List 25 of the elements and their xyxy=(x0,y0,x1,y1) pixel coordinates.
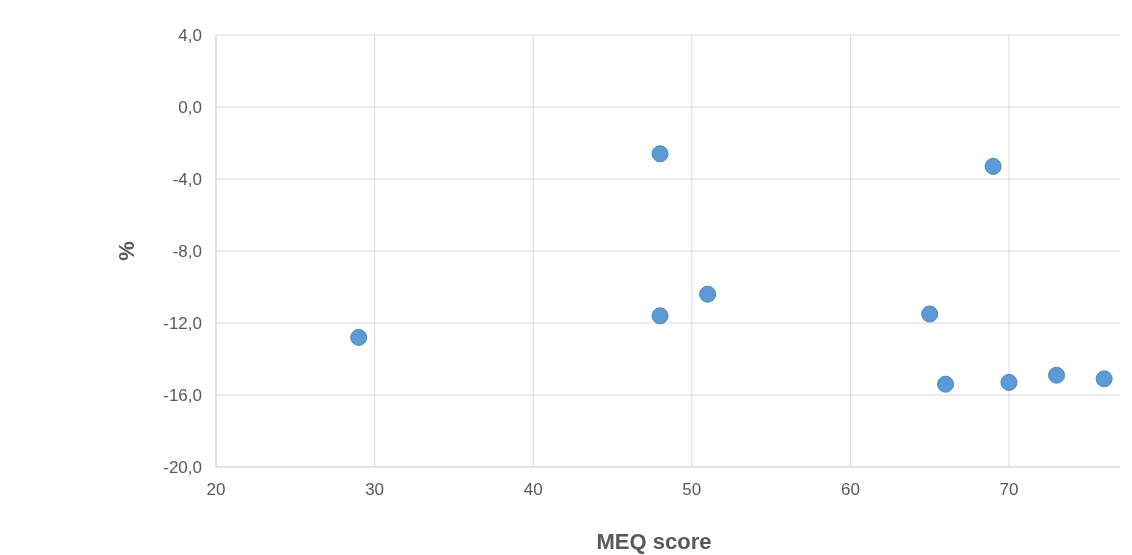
point xyxy=(1000,373,1018,391)
x-tick-label: 20 xyxy=(206,480,226,499)
point xyxy=(651,145,669,163)
point xyxy=(1095,370,1113,388)
point xyxy=(921,305,939,323)
point xyxy=(350,328,368,346)
x-tick-label: 60 xyxy=(840,480,860,499)
x-tick-label: 50 xyxy=(682,480,702,499)
y-tick-label: -8,0 xyxy=(172,242,202,261)
y-axis-title: % xyxy=(114,241,139,261)
y-tick-label: -4,0 xyxy=(172,170,202,189)
point xyxy=(1048,366,1066,384)
y-tick-label: -12,0 xyxy=(163,314,202,333)
x-axis-title: MEQ score xyxy=(596,529,712,554)
point xyxy=(937,375,955,393)
y-tick-label: -16,0 xyxy=(163,386,202,405)
point xyxy=(651,307,669,325)
x-tick-label: 30 xyxy=(365,480,385,499)
y-tick-label: 0,0 xyxy=(178,98,202,117)
y-tick-label: -20,0 xyxy=(163,458,202,477)
x-tick-label: 40 xyxy=(523,480,543,499)
y-tick-label: 4,0 xyxy=(178,26,202,45)
x-tick-label: 70 xyxy=(999,480,1019,499)
point xyxy=(699,285,717,303)
point xyxy=(984,157,1002,175)
